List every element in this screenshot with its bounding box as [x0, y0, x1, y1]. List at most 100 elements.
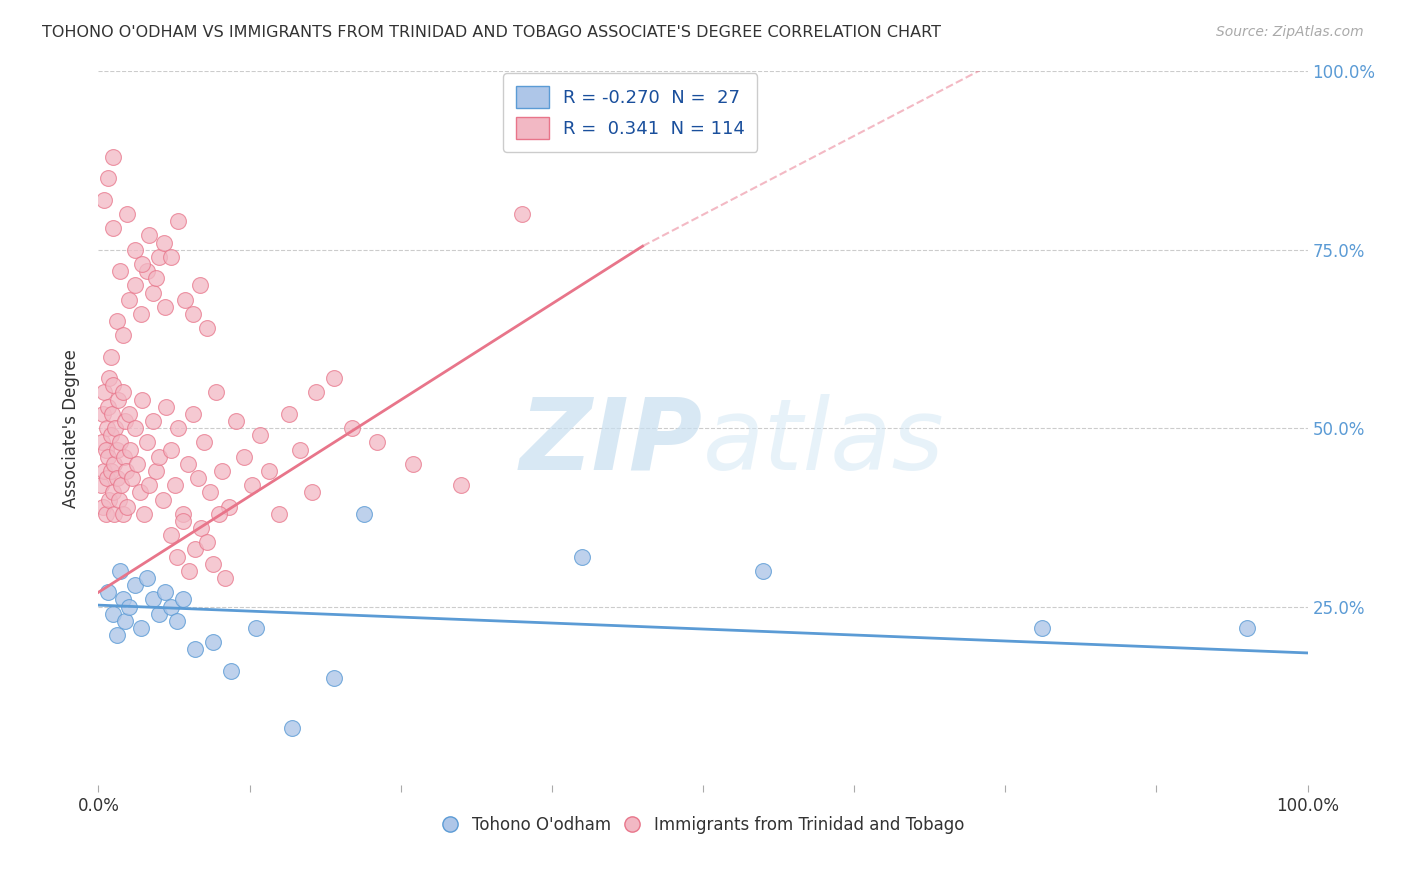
Point	[114, 414, 136, 428]
Point	[96, 421, 118, 435]
Point	[193, 435, 215, 450]
Text: Source: ZipAtlas.com: Source: ZipAtlas.com	[1216, 25, 1364, 39]
Point	[195, 321, 218, 335]
Point	[142, 592, 165, 607]
Point	[129, 621, 152, 635]
Point	[148, 450, 170, 464]
Point	[208, 507, 231, 521]
Point	[103, 457, 125, 471]
Point	[117, 207, 139, 221]
Point	[117, 500, 139, 514]
Point	[155, 400, 177, 414]
Point	[101, 150, 124, 164]
Point	[278, 407, 301, 421]
Point	[450, 478, 472, 492]
Point	[97, 171, 120, 186]
Point	[181, 307, 204, 321]
Point	[177, 457, 200, 471]
Point	[214, 571, 236, 585]
Text: TOHONO O'ODHAM VS IMMIGRANTS FROM TRINIDAD AND TOBAGO ASSOCIATE'S DEGREE CORRELA: TOHONO O'ODHAM VS IMMIGRANTS FROM TRINID…	[42, 25, 941, 40]
Point	[127, 457, 149, 471]
Point	[301, 485, 323, 500]
Point	[290, 442, 312, 457]
Point	[104, 421, 127, 435]
Point	[121, 471, 143, 485]
Point	[107, 392, 129, 407]
Legend: Tohono O'odham, Immigrants from Trinidad and Tobago: Tohono O'odham, Immigrants from Trinidad…	[434, 810, 972, 841]
Point	[131, 257, 153, 271]
Point	[281, 721, 304, 735]
Point	[98, 371, 121, 385]
Point	[138, 478, 160, 492]
Point	[160, 528, 183, 542]
Point	[98, 492, 121, 507]
Point	[110, 478, 132, 492]
Point	[202, 635, 225, 649]
Point	[100, 428, 122, 442]
Point	[124, 578, 146, 592]
Point	[153, 300, 176, 314]
Point	[571, 549, 593, 564]
Point	[100, 464, 122, 478]
Point	[190, 521, 212, 535]
Point	[366, 435, 388, 450]
Point	[135, 435, 157, 450]
Point	[103, 507, 125, 521]
Point	[138, 228, 160, 243]
Point	[90, 478, 112, 492]
Point	[172, 592, 194, 607]
Point	[145, 271, 167, 285]
Point	[115, 464, 138, 478]
Point	[166, 549, 188, 564]
Point	[166, 614, 188, 628]
Point	[160, 442, 183, 457]
Point	[101, 378, 124, 392]
Point	[114, 614, 136, 628]
Text: ZIP: ZIP	[520, 394, 703, 491]
Point	[172, 507, 194, 521]
Point	[402, 457, 425, 471]
Point	[225, 414, 247, 428]
Point	[510, 207, 533, 221]
Point	[97, 400, 120, 414]
Point	[184, 642, 207, 657]
Point	[100, 350, 122, 364]
Point	[1031, 621, 1053, 635]
Point	[152, 235, 174, 250]
Point	[96, 471, 118, 485]
Point	[152, 492, 174, 507]
Point	[94, 507, 117, 521]
Point	[160, 599, 183, 614]
Point	[124, 243, 146, 257]
Point	[101, 607, 124, 621]
Point	[128, 485, 150, 500]
Point	[91, 500, 114, 514]
Point	[163, 478, 186, 492]
Point	[111, 592, 134, 607]
Point	[167, 214, 190, 228]
Point	[245, 621, 267, 635]
Point	[174, 293, 197, 307]
Point	[118, 293, 141, 307]
Point	[93, 464, 115, 478]
Point	[111, 385, 134, 400]
Point	[105, 314, 128, 328]
Point	[305, 385, 328, 400]
Point	[105, 442, 128, 457]
Point	[111, 507, 134, 521]
Point	[160, 250, 183, 264]
Point	[131, 392, 153, 407]
Point	[1236, 621, 1258, 635]
Point	[172, 514, 194, 528]
Point	[181, 407, 204, 421]
Point	[240, 478, 263, 492]
Point	[134, 507, 156, 521]
Point	[101, 485, 124, 500]
Point	[323, 671, 346, 685]
Point	[204, 385, 226, 400]
Point	[108, 564, 131, 578]
Point	[93, 193, 115, 207]
Point	[211, 464, 233, 478]
Point	[118, 442, 141, 457]
Point	[124, 421, 146, 435]
